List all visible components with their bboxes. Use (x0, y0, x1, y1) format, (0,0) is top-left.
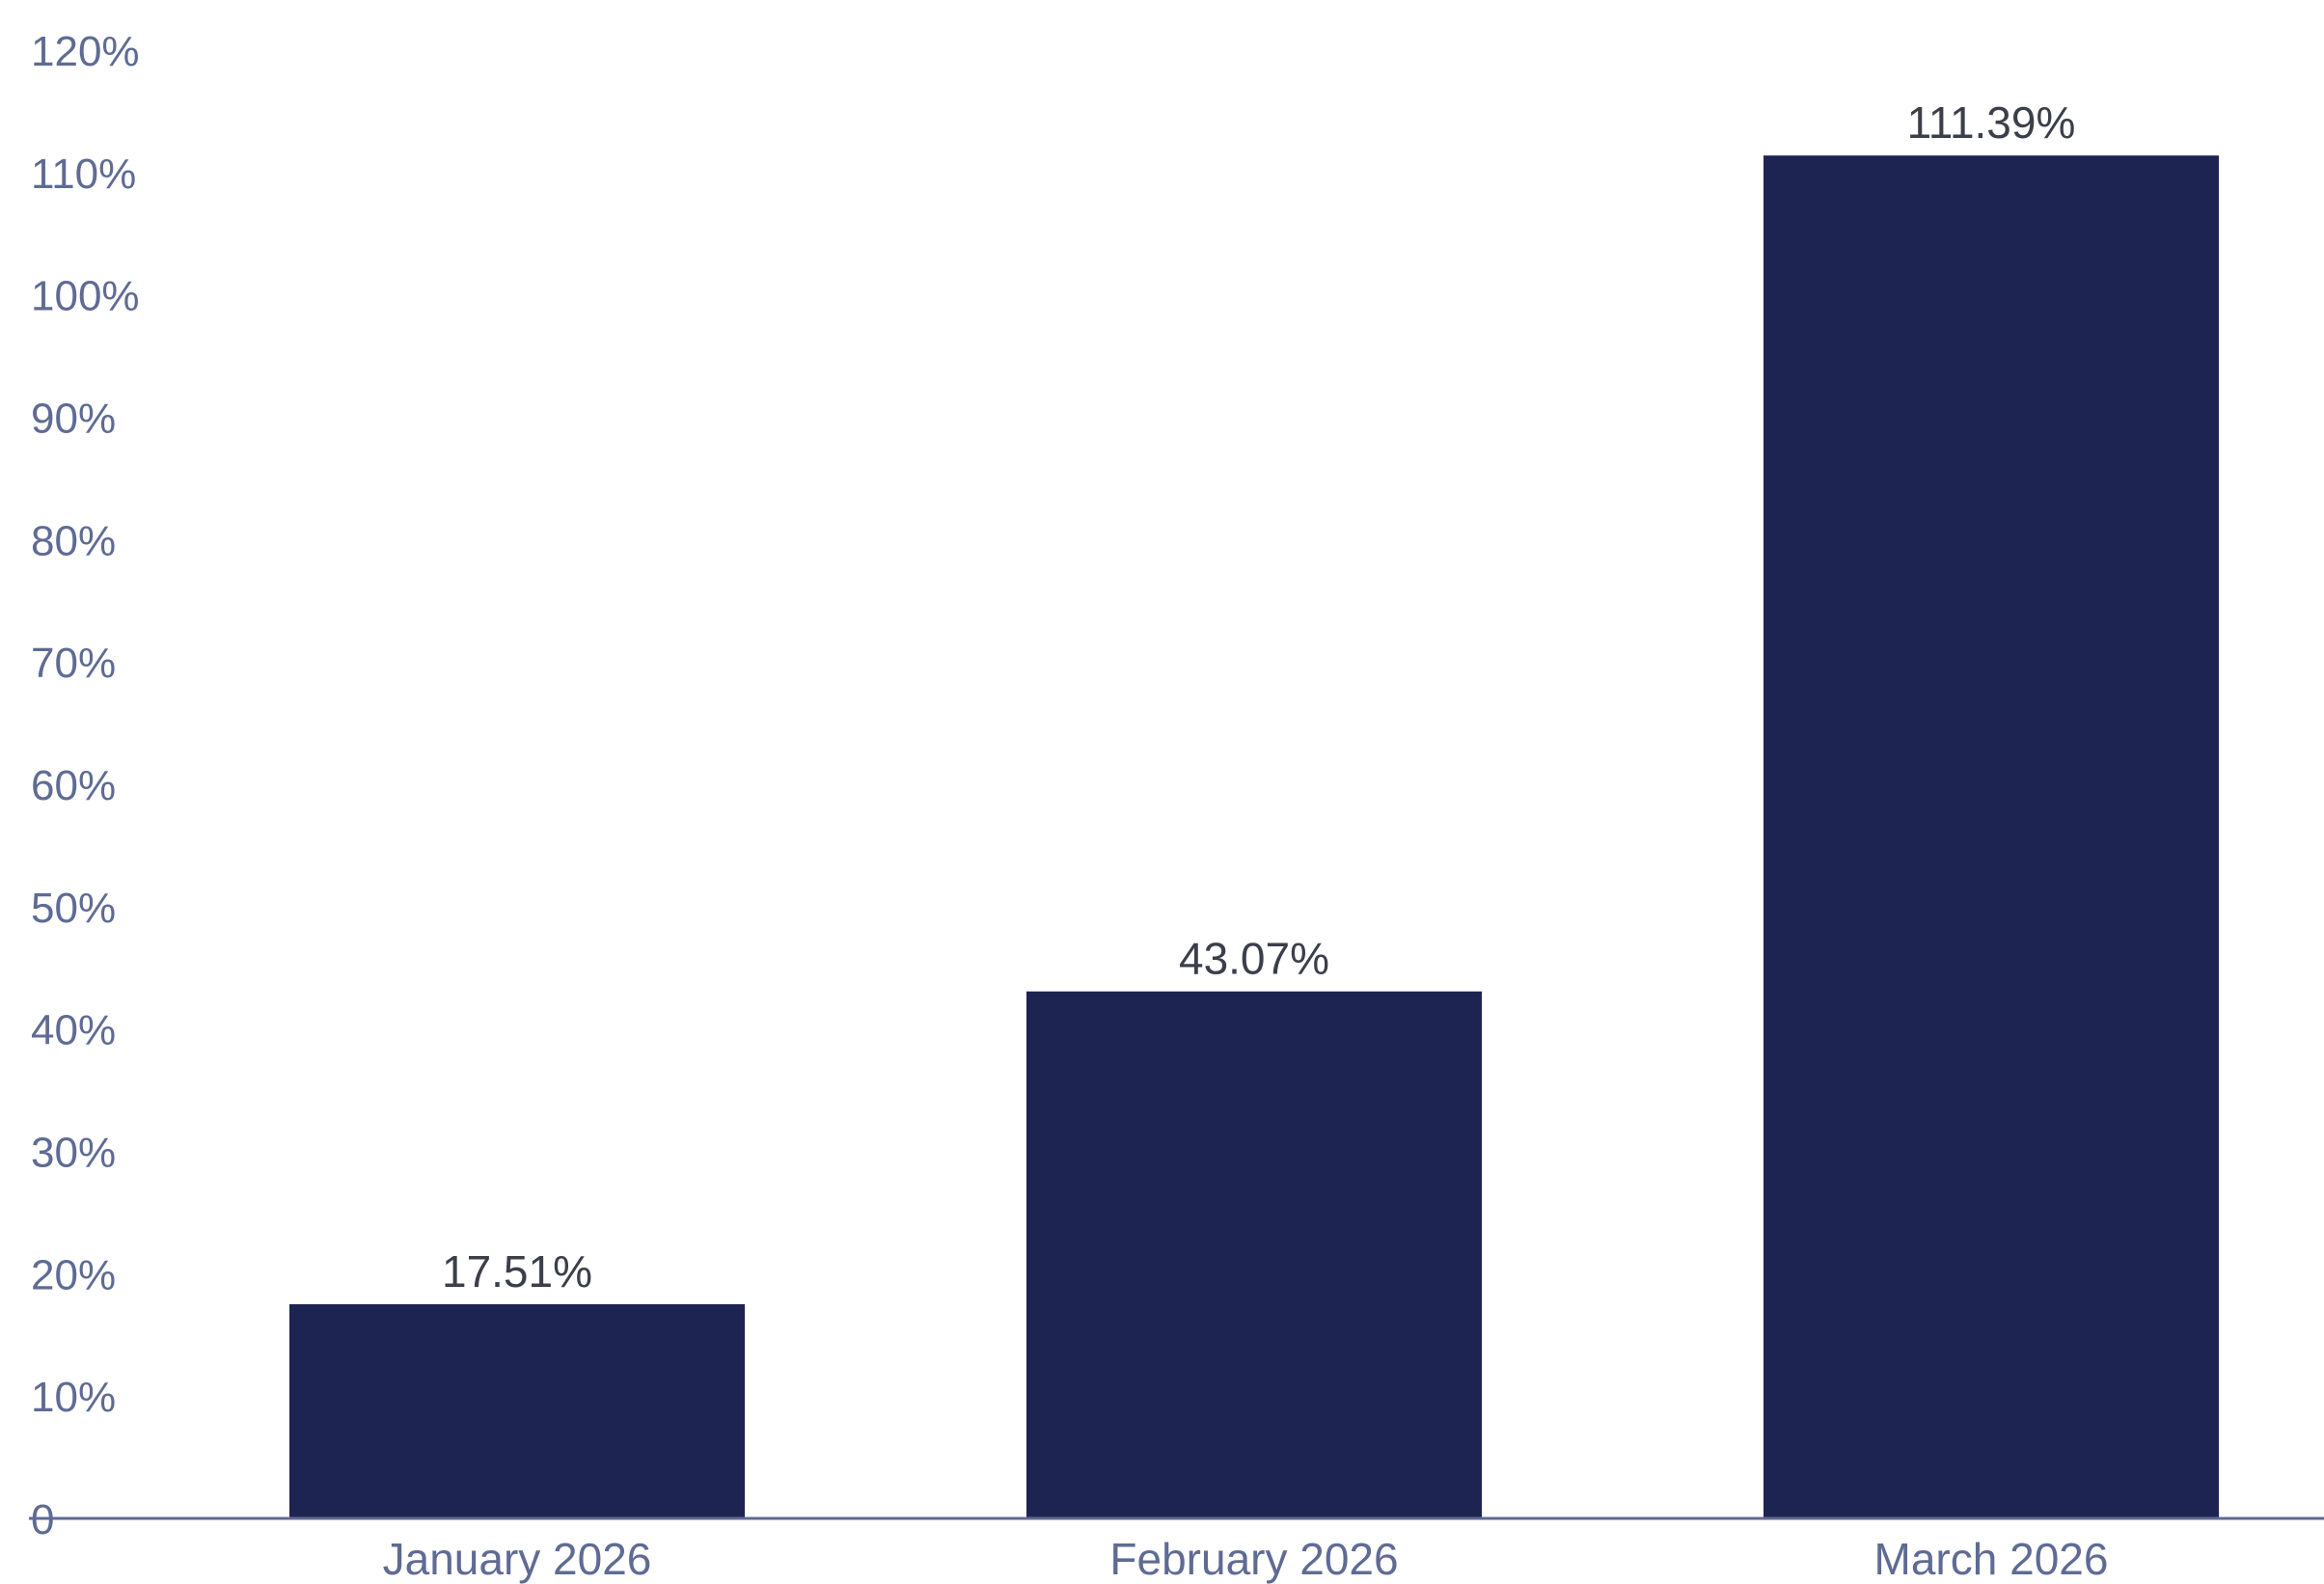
y-tick-label: 90% (31, 396, 116, 443)
bar-value-label: 17.51% (442, 1246, 592, 1297)
bar-february-2026 (1026, 991, 1482, 1518)
bars (289, 155, 2219, 1519)
y-tick-label: 100% (31, 273, 140, 320)
bar-value-label: 111.39% (1907, 97, 2076, 148)
y-tick-label: 20% (31, 1251, 116, 1298)
y-tick-label: 80% (31, 517, 116, 564)
y-tick-label: 10% (31, 1374, 116, 1421)
bar-january-2026 (289, 1303, 745, 1518)
data-labels: 17.51% 43.07% 111.39% (442, 97, 2075, 1297)
x-tick-label: February 2026 (1109, 1534, 1398, 1584)
x-tick-label: March 2026 (1874, 1534, 2109, 1584)
y-tick-label: 40% (31, 1007, 116, 1054)
y-tick-label: 120% (31, 28, 140, 75)
y-tick-label: 70% (31, 640, 116, 687)
x-axis: January 2026 February 2026 March 2026 (383, 1534, 2109, 1584)
y-tick-label: 110% (31, 150, 136, 198)
y-axis: 010%20%30%40%50%60%70%80%90%100%110%120% (31, 28, 140, 1543)
x-tick-label: January 2026 (383, 1534, 652, 1584)
y-tick-label: 60% (31, 762, 116, 809)
bar-march-2026 (1764, 155, 2219, 1519)
bar-value-label: 43.07% (1179, 934, 1329, 984)
y-tick-label: 50% (31, 885, 116, 932)
y-tick-label: 30% (31, 1130, 116, 1177)
